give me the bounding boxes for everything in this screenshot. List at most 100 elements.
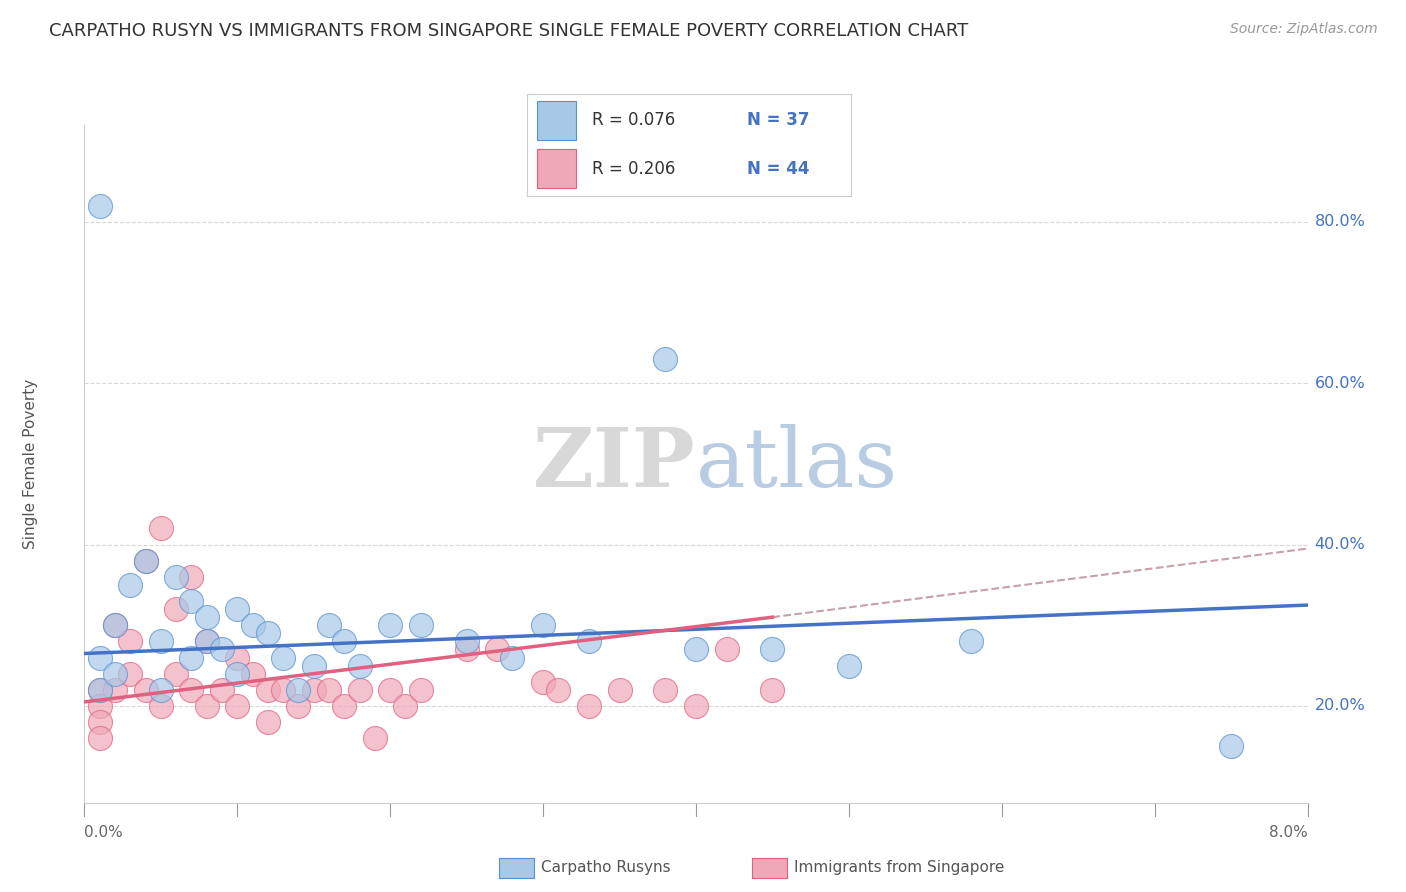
Point	[609, 682, 631, 697]
Point	[685, 642, 707, 657]
Point	[89, 698, 111, 713]
Point	[242, 666, 264, 681]
Text: R = 0.076: R = 0.076	[592, 112, 675, 129]
Point	[685, 698, 707, 713]
Point	[271, 682, 294, 697]
Point	[257, 682, 280, 697]
Point	[104, 666, 127, 681]
Point	[761, 642, 783, 657]
Point	[333, 634, 356, 648]
Text: N = 44: N = 44	[747, 160, 810, 178]
Point	[211, 642, 233, 657]
Point	[89, 198, 111, 212]
Point	[89, 715, 111, 730]
Point	[394, 698, 416, 713]
Text: atlas: atlas	[696, 424, 898, 504]
Point	[104, 618, 127, 632]
Point	[456, 634, 478, 648]
Bar	[537, 149, 576, 188]
Point	[89, 650, 111, 665]
Point	[380, 682, 402, 697]
Text: 20.0%: 20.0%	[1315, 698, 1365, 714]
Point	[364, 731, 387, 746]
Point	[211, 682, 233, 697]
Point	[195, 634, 218, 648]
Point	[180, 594, 202, 608]
Point	[226, 650, 249, 665]
Point	[135, 682, 157, 697]
Point	[531, 618, 554, 632]
Point	[302, 682, 325, 697]
Point	[257, 626, 280, 640]
Point	[226, 666, 249, 681]
Point	[180, 650, 202, 665]
Point	[165, 570, 187, 584]
Point	[226, 698, 249, 713]
Text: R = 0.206: R = 0.206	[592, 160, 675, 178]
Point	[1220, 739, 1243, 754]
Point	[195, 610, 218, 624]
Point	[838, 658, 860, 673]
Point	[960, 634, 983, 648]
Text: 40.0%: 40.0%	[1315, 537, 1365, 552]
Point	[380, 618, 402, 632]
Point	[409, 618, 432, 632]
Point	[89, 731, 111, 746]
Point	[456, 642, 478, 657]
Point	[135, 554, 157, 568]
Point	[135, 554, 157, 568]
Point	[242, 618, 264, 632]
Point	[287, 698, 309, 713]
Text: Single Female Poverty: Single Female Poverty	[24, 379, 38, 549]
Point	[501, 650, 523, 665]
Point	[333, 698, 356, 713]
Point	[287, 682, 309, 697]
Point	[271, 650, 294, 665]
Point	[165, 602, 187, 616]
Text: CARPATHO RUSYN VS IMMIGRANTS FROM SINGAPORE SINGLE FEMALE POVERTY CORRELATION CH: CARPATHO RUSYN VS IMMIGRANTS FROM SINGAP…	[49, 22, 969, 40]
Point	[761, 682, 783, 697]
Point	[104, 618, 127, 632]
Point	[120, 666, 142, 681]
Point	[195, 634, 218, 648]
Point	[486, 642, 509, 657]
Point	[180, 682, 202, 697]
Text: Carpatho Rusyns: Carpatho Rusyns	[541, 860, 671, 874]
Point	[226, 602, 249, 616]
Point	[120, 634, 142, 648]
Point	[318, 682, 340, 697]
Point	[89, 682, 111, 697]
Bar	[537, 101, 576, 140]
Text: Source: ZipAtlas.com: Source: ZipAtlas.com	[1230, 22, 1378, 37]
Text: Immigrants from Singapore: Immigrants from Singapore	[794, 860, 1005, 874]
Point	[120, 578, 142, 592]
Text: 0.0%: 0.0%	[84, 825, 124, 840]
Point	[149, 682, 172, 697]
Point	[149, 521, 172, 535]
Point	[547, 682, 569, 697]
Point	[149, 634, 172, 648]
Point	[349, 682, 371, 697]
Point	[654, 682, 676, 697]
Point	[195, 698, 218, 713]
Text: 8.0%: 8.0%	[1268, 825, 1308, 840]
Point	[149, 698, 172, 713]
Point	[165, 666, 187, 681]
Point	[716, 642, 738, 657]
Text: N = 37: N = 37	[747, 112, 810, 129]
Point	[349, 658, 371, 673]
Text: 60.0%: 60.0%	[1315, 376, 1365, 391]
Point	[578, 698, 600, 713]
Point	[89, 682, 111, 697]
Point	[531, 674, 554, 689]
Text: 80.0%: 80.0%	[1315, 214, 1365, 229]
Point	[654, 351, 676, 366]
Point	[318, 618, 340, 632]
Point	[578, 634, 600, 648]
Point	[409, 682, 432, 697]
Point	[104, 682, 127, 697]
Point	[180, 570, 202, 584]
Point	[257, 715, 280, 730]
Text: ZIP: ZIP	[533, 424, 696, 504]
Point	[302, 658, 325, 673]
